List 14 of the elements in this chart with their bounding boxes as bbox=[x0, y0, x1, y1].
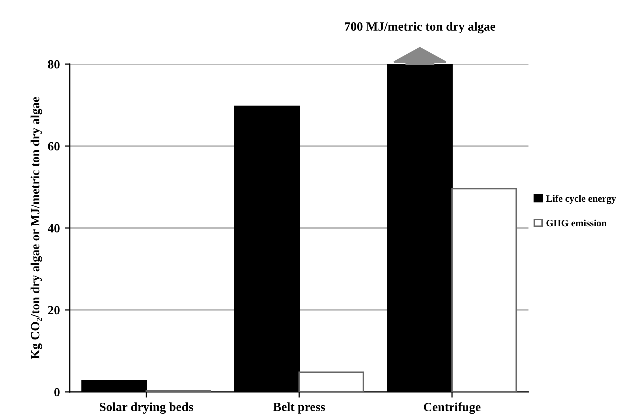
y-axis-title: Kg CO₂/ton dry algae or MJ/metric ton dry algae bbox=[30, 97, 42, 360]
annotation: 700 MJ/metric ton dry algae bbox=[345, 22, 496, 34]
y-tick-label: 20 bbox=[48, 306, 60, 315]
y-tick-label: 40 bbox=[48, 224, 60, 233]
x-tick-label: Centrifuge bbox=[424, 402, 481, 414]
bar bbox=[298, 372, 364, 392]
bar bbox=[452, 188, 518, 392]
legend-label: Life cycle energy bbox=[546, 195, 616, 204]
x-tick-label: Solar drying beds bbox=[100, 402, 194, 414]
legend-label: GHG emission bbox=[546, 220, 607, 227]
y-tick-label: 80 bbox=[48, 60, 60, 69]
x-tick-label: Belt press bbox=[273, 402, 326, 414]
y-tick-label: 60 bbox=[48, 142, 60, 151]
y-tick-label: 0 bbox=[54, 388, 60, 397]
